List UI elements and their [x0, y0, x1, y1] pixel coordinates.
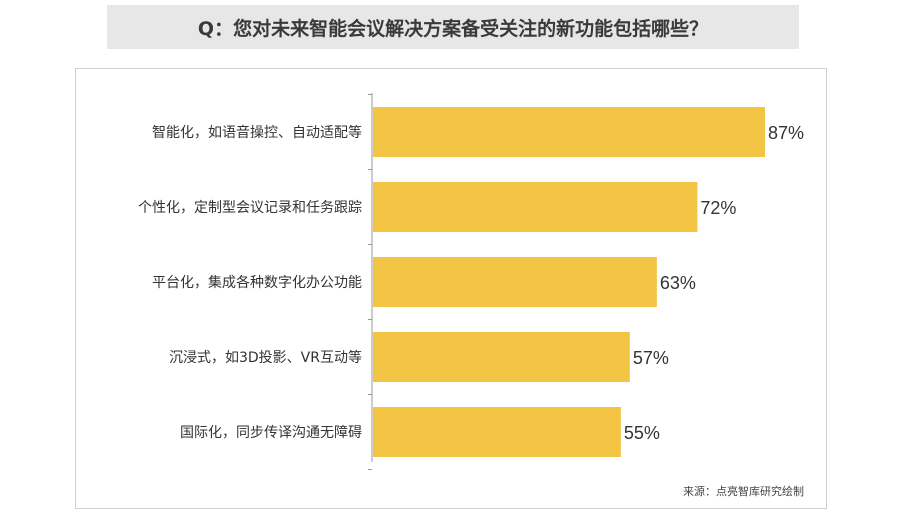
bar	[373, 257, 657, 307]
bar	[373, 407, 621, 457]
value-label: 57%	[633, 348, 669, 368]
value-label: 87%	[768, 123, 804, 143]
source-note: 来源：点亮智库研究绘制	[683, 485, 804, 498]
category-label: 个性化，定制型会议记录和任务跟踪	[138, 200, 362, 216]
bar	[373, 332, 630, 382]
category-label: 智能化，如语音操控、自动适配等	[152, 124, 362, 141]
title-bar: Q：您对未来智能会议解决方案备受关注的新功能包括哪些？	[107, 5, 799, 49]
bar	[373, 182, 698, 232]
value-label: 63%	[660, 273, 696, 293]
page-title: Q：您对未来智能会议解决方案备受关注的新功能包括哪些？	[197, 17, 709, 40]
value-label: 55%	[624, 423, 660, 443]
category-label: 沉浸式，如3D投影、VR互动等	[169, 349, 362, 366]
category-label: 国际化，同步传译沟通无障碍	[180, 425, 362, 441]
value-label: 72%	[700, 198, 736, 218]
category-label: 平台化，集成各种数字化办公功能	[152, 274, 362, 291]
bar	[373, 107, 765, 157]
